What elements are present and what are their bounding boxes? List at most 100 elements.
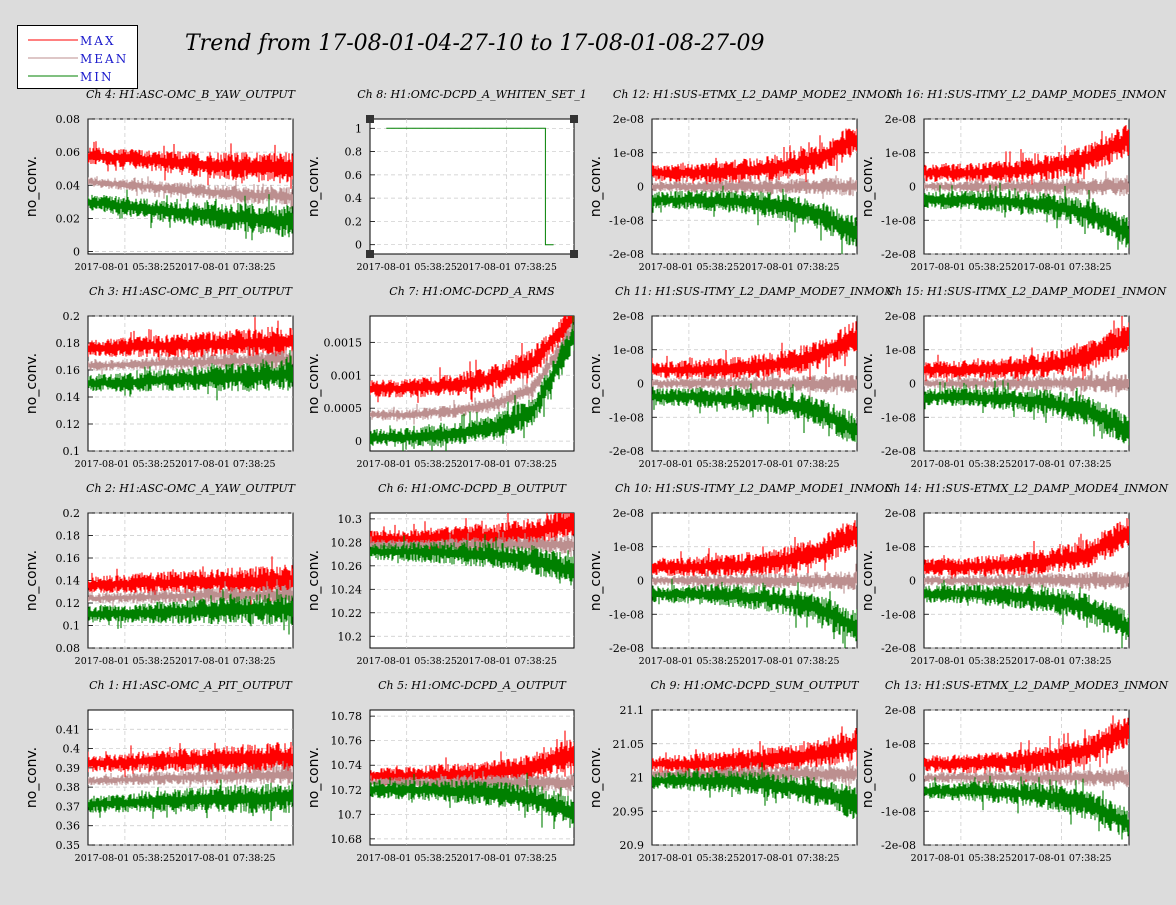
y-tick-label: 0.35 — [56, 839, 81, 852]
x-tick-label: 2017-08-01 05:38:25 — [75, 656, 175, 667]
chart-panel: Ch 11: H1:SUS-ITMY_L2_DAMP_MODE7_INMON -2… — [588, 285, 894, 470]
y-axis-label: no_conv. — [24, 156, 40, 217]
y-tick-label: 0 — [637, 181, 644, 194]
y-tick-label: 0.2 — [63, 507, 81, 520]
x-tick-label: 2017-08-01 07:38:25 — [456, 853, 556, 864]
y-axis-label: no_conv. — [306, 747, 322, 808]
x-tick-label: 2017-08-01 07:38:25 — [1011, 459, 1111, 470]
legend-label-max: MAX — [80, 34, 116, 48]
chart-panel: Ch 14: H1:SUS-ETMX_L2_DAMP_MODE4_INMON -2… — [860, 482, 1168, 667]
y-tick-label: 0.4 — [63, 743, 81, 756]
plot-content — [370, 513, 574, 586]
chart-panel: Ch 2: H1:ASC-OMC_A_YAW_OUTPUT 0.08 0.1 0.12… — [24, 482, 297, 667]
series-line-mean — [652, 563, 857, 594]
y-tick-label: 1e-08 — [885, 541, 916, 554]
series-line-min — [924, 775, 1129, 840]
y-tick-label: 0.2 — [345, 215, 363, 228]
x-tick-label: 2017-08-01 05:38:25 — [639, 656, 739, 667]
y-tick-label: 1e-08 — [613, 344, 644, 357]
x-tick-label: 2017-08-01 07:38:25 — [739, 459, 839, 470]
y-tick-label: 0.0015 — [324, 336, 363, 349]
y-tick-label: -2e-08 — [609, 445, 644, 458]
y-axis-label: no_conv. — [24, 353, 40, 414]
legend: MAX MEAN MIN — [17, 25, 138, 89]
y-tick-label: 0.14 — [56, 391, 81, 404]
y-tick-label: 0.02 — [56, 212, 81, 225]
y-tick-label: 0 — [909, 575, 916, 588]
y-tick-label: 1e-08 — [885, 738, 916, 751]
corner-marker — [570, 115, 578, 123]
x-tick-label: 2017-08-01 05:38:25 — [75, 262, 175, 273]
chart-title: Ch 10: H1:SUS-ITMY_L2_DAMP_MODE1_INMON — [615, 482, 894, 495]
x-tick-label: 2017-08-01 05:38:25 — [911, 459, 1011, 470]
series-line-max — [652, 726, 857, 779]
chart-title: Ch 6: H1:OMC-DCPD_B_OUTPUT — [378, 482, 568, 495]
y-tick-label: 10.7 — [338, 808, 363, 821]
y-tick-label: 0.18 — [56, 530, 81, 543]
series-line-max — [924, 316, 1129, 385]
y-tick-label: -1e-08 — [609, 608, 644, 621]
y-tick-label: 0.4 — [345, 192, 363, 205]
y-tick-label: -2e-08 — [609, 248, 644, 261]
y-axis-label: no_conv. — [24, 747, 40, 808]
y-axis-label: no_conv. — [588, 747, 604, 808]
chart-title: Ch 2: H1:ASC-OMC_A_YAW_OUTPUT — [86, 482, 297, 495]
y-tick-label: 2e-08 — [613, 113, 644, 126]
series-line-max — [652, 128, 857, 190]
series-line-max — [88, 141, 293, 189]
y-tick-label: 1e-08 — [613, 147, 644, 160]
x-tick-label: 2017-08-01 07:38:25 — [456, 262, 556, 273]
x-tick-label: 2017-08-01 07:38:25 — [1011, 656, 1111, 667]
x-tick-label: 2017-08-01 05:38:25 — [639, 459, 739, 470]
series-line-min — [370, 772, 574, 829]
plot-content — [88, 556, 293, 635]
series-line-min — [370, 534, 574, 586]
y-tick-label: -1e-08 — [881, 411, 916, 424]
series-line-mean — [924, 763, 1129, 791]
plot-content — [924, 316, 1129, 446]
y-tick-label: 0.39 — [56, 762, 81, 775]
y-tick-label: 1e-08 — [613, 541, 644, 554]
chart-panel: Ch 9: H1:OMC-DCPD_SUM_OUTPUT 20.9 20.95 21 2… — [588, 679, 860, 864]
y-tick-label: 2e-08 — [613, 310, 644, 323]
y-axis-label: no_conv. — [24, 550, 40, 611]
y-tick-label: 0.001 — [331, 369, 363, 382]
y-axis-label: no_conv. — [860, 353, 876, 414]
plot-content — [88, 742, 293, 821]
series-line-mean — [88, 760, 293, 789]
x-tick-label: 2017-08-01 07:38:25 — [456, 459, 556, 470]
chart-title: Ch 9: H1:OMC-DCPD_SUM_OUTPUT — [651, 679, 861, 692]
y-tick-label: 21.05 — [613, 738, 645, 751]
y-axis-label: no_conv. — [860, 550, 876, 611]
y-axis-label: no_conv. — [588, 353, 604, 414]
legend-svg: MAX MEAN MIN — [28, 34, 126, 84]
y-tick-label: 0.04 — [56, 179, 81, 192]
y-tick-label: -1e-08 — [881, 214, 916, 227]
chart-title: Ch 8: H1:OMC-DCPD_A_WHITEN_SET_1 — [357, 88, 586, 101]
y-tick-label: 0 — [355, 435, 362, 448]
plot-content — [370, 730, 574, 829]
plot-content — [88, 141, 293, 241]
x-tick-label: 2017-08-01 07:38:25 — [739, 853, 839, 864]
y-axis-label: no_conv. — [588, 156, 604, 217]
y-tick-label: 10.2 — [338, 630, 363, 643]
y-tick-label: 2e-08 — [885, 113, 916, 126]
chart-panel: Ch 15: H1:SUS-ITMX_L2_DAMP_MODE1_INMON -2… — [860, 285, 1167, 470]
y-tick-label: 0.41 — [56, 723, 81, 736]
plot-area — [369, 118, 575, 255]
plot-content — [652, 128, 857, 254]
chart-title: Ch 4: H1:ASC-OMC_B_YAW_OUTPUT — [86, 88, 297, 101]
chart-panel: Ch 8: H1:OMC-DCPD_A_WHITEN_SET_1 0 0.2 0.4 0… — [306, 88, 587, 273]
plot-content — [924, 715, 1129, 840]
y-tick-label: 10.28 — [331, 536, 363, 549]
x-tick-label: 2017-08-01 05:38:25 — [911, 262, 1011, 273]
y-tick-label: 0.1 — [63, 445, 81, 458]
x-tick-label: 2017-08-01 05:38:25 — [75, 853, 175, 864]
y-tick-label: -1e-08 — [881, 608, 916, 621]
series-line-mean — [652, 175, 857, 199]
y-tick-label: 1e-08 — [885, 147, 916, 160]
chart-title: Ch 3: H1:ASC-OMC_B_PIT_OUTPUT — [89, 285, 294, 298]
y-tick-label: -2e-08 — [881, 839, 916, 852]
y-tick-label: 0.08 — [56, 113, 81, 126]
